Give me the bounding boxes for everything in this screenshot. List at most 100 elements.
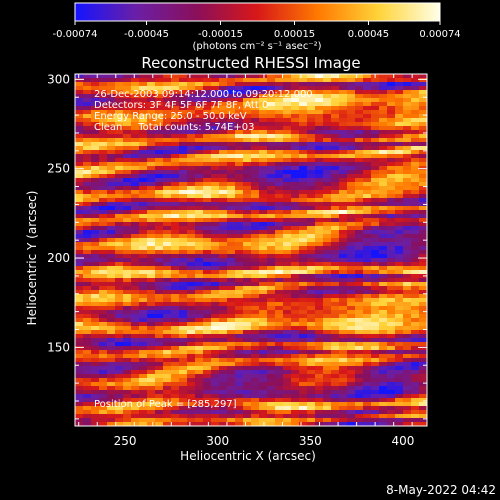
heatmap-cell <box>331 134 340 139</box>
heatmap-cell <box>179 258 188 263</box>
heatmap-cell <box>299 382 308 387</box>
heatmap-cell <box>179 262 188 267</box>
heatmap-cell <box>315 154 324 159</box>
heatmap-cell <box>219 318 228 323</box>
heatmap-cell <box>419 406 427 411</box>
heatmap-cell <box>403 302 412 307</box>
heatmap-cell <box>403 362 412 367</box>
heatmap-cell <box>75 186 84 191</box>
heatmap-cell <box>243 270 252 275</box>
heatmap-cell <box>211 110 220 115</box>
heatmap-cell <box>131 382 140 387</box>
heatmap-cell <box>307 250 316 255</box>
heatmap-cell <box>259 134 268 139</box>
heatmap-cell <box>299 158 308 163</box>
heatmap-cell <box>331 146 340 151</box>
heatmap-cell <box>147 258 156 263</box>
heatmap-cell <box>323 258 332 263</box>
heatmap-cell <box>411 270 420 275</box>
heatmap-cell <box>91 174 100 179</box>
heatmap-cell <box>283 390 292 395</box>
heatmap-cell <box>83 218 92 223</box>
heatmap-cell <box>203 146 212 151</box>
heatmap-cell <box>299 310 308 315</box>
heatmap-cell <box>139 90 148 95</box>
heatmap-cell <box>187 210 196 215</box>
heatmap-cell <box>387 242 396 247</box>
heatmap-cell <box>331 382 340 387</box>
heatmap-cell <box>203 274 212 279</box>
heatmap-cell <box>363 374 372 379</box>
heatmap-cell <box>235 394 244 399</box>
heatmap-cell <box>307 322 316 327</box>
heatmap-cell <box>419 178 427 183</box>
heatmap-cell <box>219 418 228 423</box>
heatmap-cell <box>387 366 396 371</box>
heatmap-cell <box>203 266 212 271</box>
heatmap-cell <box>83 282 92 287</box>
heatmap-cell <box>91 98 100 103</box>
heatmap-cell <box>251 398 260 403</box>
heatmap-cell <box>355 94 364 99</box>
heatmap-cell <box>419 110 427 115</box>
heatmap-cell <box>275 226 284 231</box>
heatmap-cell <box>179 86 188 91</box>
heatmap-cell <box>339 190 348 195</box>
heatmap-cell <box>363 238 372 243</box>
heatmap-cell <box>211 186 220 191</box>
heatmap-cell <box>347 366 356 371</box>
heatmap-cell <box>139 234 148 239</box>
heatmap-cell <box>243 222 252 227</box>
heatmap-cell <box>243 166 252 171</box>
heatmap-cell <box>323 194 332 199</box>
heatmap-cell <box>275 366 284 371</box>
heatmap-cell <box>363 190 372 195</box>
heatmap-cell <box>227 190 236 195</box>
heatmap-cell <box>123 242 132 247</box>
heatmap-cell <box>99 126 108 131</box>
heatmap-cell <box>75 262 84 267</box>
heatmap-cell <box>235 414 244 419</box>
heatmap-cell <box>259 358 268 363</box>
heatmap-cell <box>371 190 380 195</box>
heatmap-cell <box>419 330 427 335</box>
heatmap-cell <box>315 306 324 311</box>
heatmap-cell <box>75 230 84 235</box>
heatmap-cell <box>275 206 284 211</box>
heatmap-cell <box>83 206 92 211</box>
heatmap-cell <box>291 350 300 355</box>
heatmap-cell <box>227 406 236 411</box>
heatmap-cell <box>139 250 148 255</box>
heatmap-cell <box>387 130 396 135</box>
heatmap-cell <box>243 326 252 331</box>
heatmap-cell <box>347 274 356 279</box>
heatmap-cell <box>203 242 212 247</box>
heatmap-cell <box>139 142 148 147</box>
heatmap-cell <box>315 194 324 199</box>
heatmap-cell <box>123 174 132 179</box>
heatmap-cell <box>187 174 196 179</box>
heatmap-cell <box>107 126 116 131</box>
heatmap-cell <box>387 350 396 355</box>
heatmap-cell <box>355 274 364 279</box>
heatmap-cell <box>83 414 92 419</box>
heatmap-cell <box>403 162 412 167</box>
heatmap-cell <box>363 398 372 403</box>
heatmap-cell <box>123 370 132 375</box>
heatmap-cell <box>83 354 92 359</box>
heatmap-cell <box>211 146 220 151</box>
heatmap-cell <box>83 290 92 295</box>
heatmap-cell <box>419 306 427 311</box>
heatmap-cell <box>219 262 228 267</box>
heatmap-cell <box>243 86 252 91</box>
heatmap-cell <box>283 366 292 371</box>
heatmap-cell <box>307 366 316 371</box>
heatmap-cell <box>419 82 427 87</box>
heatmap-cell <box>339 210 348 215</box>
heatmap-cell <box>275 374 284 379</box>
heatmap-cell <box>387 250 396 255</box>
heatmap-cell <box>395 258 404 263</box>
heatmap-cell <box>283 394 292 399</box>
heatmap-cell <box>387 266 396 271</box>
